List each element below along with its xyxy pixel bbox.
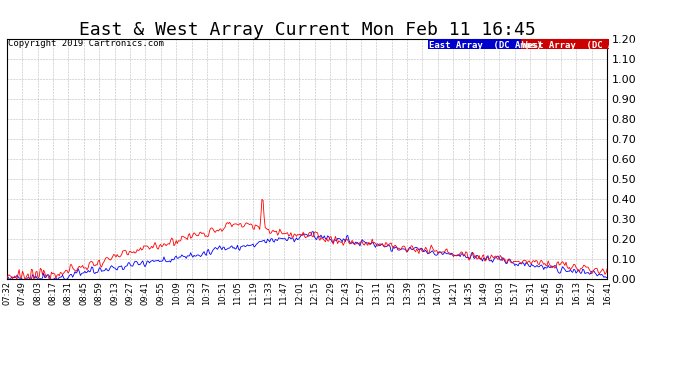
Text: West Array  (DC Amps): West Array (DC Amps) xyxy=(522,40,635,50)
Text: East Array  (DC Amps): East Array (DC Amps) xyxy=(429,40,542,50)
Text: Copyright 2019 Cartronics.com: Copyright 2019 Cartronics.com xyxy=(8,39,164,48)
Title: East & West Array Current Mon Feb 11 16:45: East & West Array Current Mon Feb 11 16:… xyxy=(79,21,535,39)
